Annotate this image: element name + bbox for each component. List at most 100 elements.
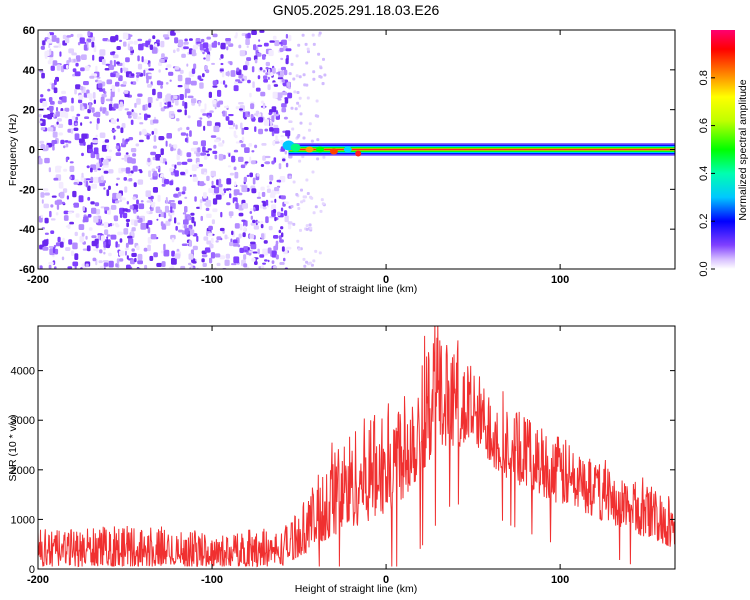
noise-cell — [239, 50, 246, 57]
noise-cell — [78, 94, 84, 100]
noise-cell — [278, 42, 283, 45]
noise-cell — [106, 234, 111, 237]
noise-cell — [127, 235, 133, 239]
noise-cell — [234, 223, 240, 229]
noise-cell — [96, 152, 100, 160]
noise-cell — [96, 162, 100, 168]
noise-cell — [104, 139, 110, 143]
noise-cell — [199, 202, 203, 210]
noise-cell — [181, 53, 186, 58]
noise-cell — [314, 114, 318, 118]
noise-cell — [111, 223, 115, 226]
noise-cell — [76, 113, 81, 117]
noise-cell — [223, 80, 226, 85]
noise-cell — [155, 39, 160, 43]
noise-cell — [167, 201, 172, 204]
noise-cell — [240, 143, 246, 148]
noise-cell — [240, 122, 243, 129]
noise-cell — [106, 79, 113, 85]
noise-cell — [261, 143, 267, 146]
noise-cell — [113, 135, 116, 140]
noise-cell — [291, 127, 295, 131]
noise-cell — [288, 86, 291, 90]
colorbar-gradient — [711, 30, 735, 269]
noise-cell — [226, 202, 231, 206]
noise-cell — [133, 209, 137, 214]
noise-cell — [278, 235, 282, 240]
noise-cell — [47, 60, 52, 65]
noise-cell — [285, 48, 292, 52]
noise-cell — [277, 211, 281, 216]
noise-cell — [246, 57, 252, 61]
noise-cell — [292, 77, 296, 81]
noise-cell — [177, 222, 181, 225]
noise-cell — [284, 267, 289, 269]
noise-cell — [52, 145, 55, 151]
noise-cell — [80, 67, 85, 72]
noise-cell — [165, 220, 171, 226]
noise-cell — [221, 192, 225, 196]
noise-cell — [139, 170, 143, 174]
noise-cell — [271, 115, 275, 123]
noise-cell — [174, 30, 181, 33]
noise-cell — [170, 206, 173, 213]
noise-cell — [152, 156, 156, 161]
noise-cell — [187, 95, 194, 99]
noise-cell — [92, 257, 97, 262]
noise-cell — [296, 135, 300, 139]
noise-cell — [251, 30, 257, 35]
noise-cell — [229, 193, 232, 199]
noise-cell — [290, 62, 294, 66]
noise-cell — [135, 72, 141, 75]
noise-cell — [297, 247, 301, 251]
noise-cell — [93, 147, 99, 155]
noise-cell — [254, 59, 258, 64]
noise-cell — [196, 235, 199, 242]
noise-cell — [204, 103, 207, 110]
noise-cell — [96, 123, 99, 130]
noise-cell — [216, 179, 219, 186]
noise-cell — [259, 67, 263, 71]
noise-cell — [319, 209, 323, 213]
noise-cell — [288, 34, 292, 42]
noise-cell — [127, 43, 130, 51]
noise-cell — [138, 203, 145, 210]
noise-cell — [135, 143, 140, 147]
snr-frame — [37, 325, 676, 570]
noise-cell — [207, 233, 213, 237]
noise-cell — [137, 260, 143, 265]
noise-cell — [74, 122, 78, 126]
noise-cell — [227, 120, 233, 125]
noise-cell — [74, 71, 81, 77]
noise-cell — [158, 213, 161, 218]
noise-cell — [191, 216, 195, 224]
noise-cell — [147, 227, 151, 234]
noise-cell — [212, 80, 218, 86]
carrier-blob — [316, 146, 324, 153]
noise-cell — [113, 59, 116, 67]
noise-cell — [247, 32, 251, 39]
noise-cell — [88, 227, 93, 231]
noise-cell — [287, 224, 292, 230]
noise-cell — [85, 178, 91, 181]
noise-cell — [306, 96, 310, 100]
noise-cell — [93, 45, 97, 53]
noise-cell — [312, 77, 316, 81]
noise-cell — [54, 266, 57, 269]
noise-cell — [197, 147, 201, 153]
noise-cell — [272, 91, 278, 99]
noise-cell — [99, 249, 103, 254]
noise-cell — [297, 43, 301, 47]
noise-cell — [103, 170, 109, 174]
noise-cell — [302, 257, 306, 261]
noise-cell — [81, 133, 87, 139]
noise-cell — [265, 66, 269, 70]
noise-cell — [99, 132, 106, 138]
noise-cell — [273, 209, 277, 214]
noise-cell — [165, 197, 168, 204]
noise-cell — [168, 211, 171, 217]
noise-cell — [308, 128, 311, 132]
noise-cell — [125, 152, 129, 155]
noise-cell — [257, 75, 261, 80]
noise-cell — [184, 38, 188, 42]
